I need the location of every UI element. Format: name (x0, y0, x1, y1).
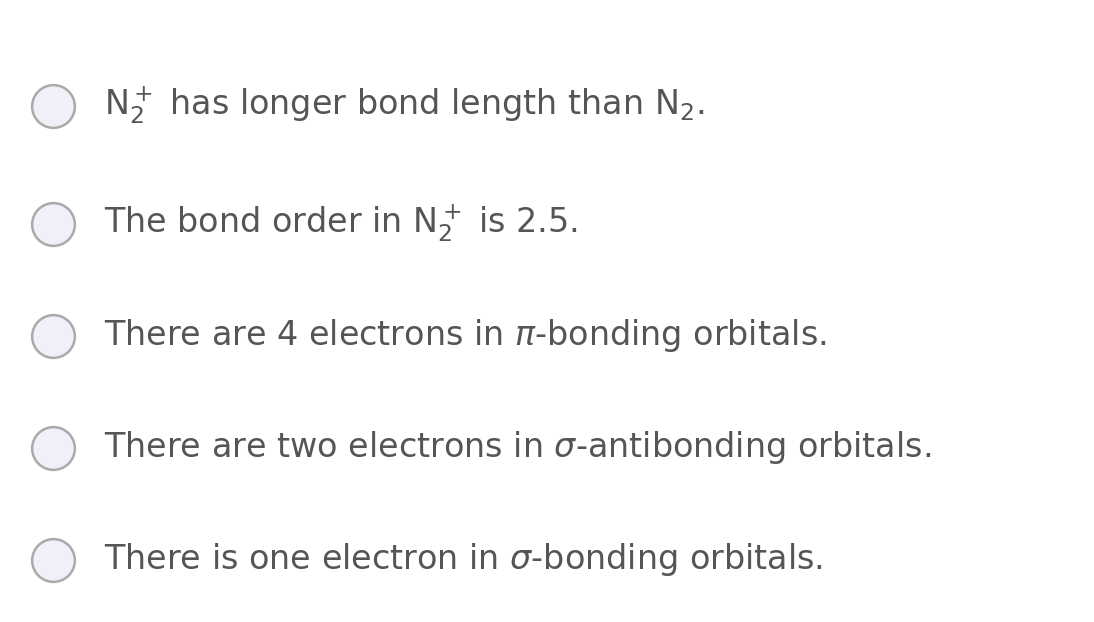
Point (44, 219, 61, 229)
Point (44, 331, 61, 341)
Text: There is one electron in $\sigma$-bonding orbitals.: There is one electron in $\sigma$-bondin… (104, 541, 823, 578)
Point (44, 443, 61, 453)
Text: $\mathrm{N_2^+}$ has longer bond length than $\mathrm{N_2}$.: $\mathrm{N_2^+}$ has longer bond length … (104, 85, 705, 127)
Text: The bond order in $\mathrm{N_2^+}$ is 2.5.: The bond order in $\mathrm{N_2^+}$ is 2.… (104, 203, 578, 245)
Text: There are two electrons in $\sigma$-antibonding orbitals.: There are two electrons in $\sigma$-anti… (104, 429, 931, 466)
Point (44, 101, 61, 111)
Point (44, 555, 61, 565)
Text: There are 4 electrons in $\pi$-bonding orbitals.: There are 4 electrons in $\pi$-bonding o… (104, 317, 826, 355)
